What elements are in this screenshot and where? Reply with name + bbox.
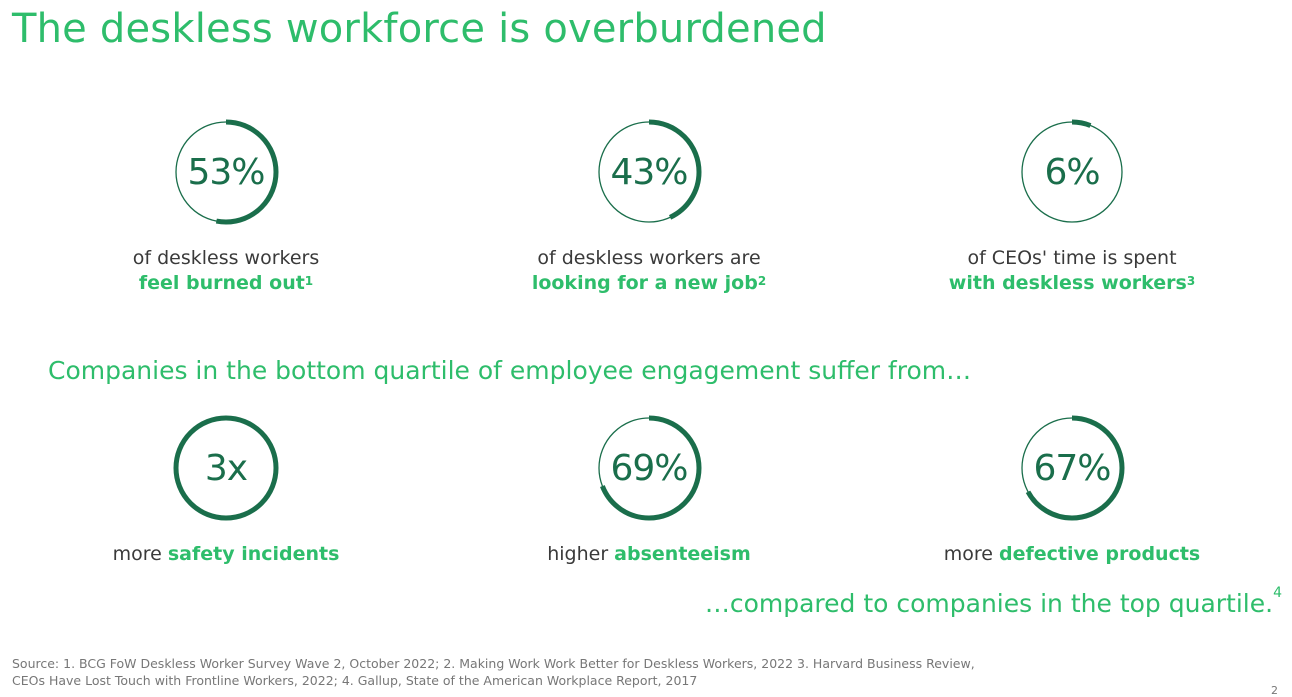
stat-highlight: defective products	[999, 543, 1201, 565]
stat-ceo-time: 6% of CEOs' time is spent with deskless …	[852, 118, 1292, 296]
stat-highlight: safety incidents	[167, 543, 340, 565]
ring-progress-arc	[173, 415, 279, 521]
footnote-marker: 1	[304, 274, 314, 288]
footnote-marker: 3	[1186, 274, 1196, 288]
progress-ring: 53%	[172, 118, 280, 226]
source-line: CEOs Have Lost Touch with Frontline Work…	[12, 673, 698, 688]
stat-value: 53%	[187, 151, 265, 193]
source-citation: Source: 1. BCG FoW Deskless Worker Surve…	[12, 655, 1112, 689]
stat-value: 69%	[610, 447, 688, 489]
stat-description: of deskless workers	[132, 247, 320, 269]
ring-progress-arc	[596, 415, 702, 521]
stat-defective-products: 67% more defective products	[852, 414, 1292, 567]
stat-highlight: with deskless workers3	[948, 272, 1196, 294]
section-subheading: Companies in the bottom quartile of empl…	[48, 356, 972, 385]
stat-value: 43%	[610, 151, 688, 193]
stat-description: higher absenteeism	[547, 543, 751, 565]
ring-progress-arc	[173, 119, 279, 225]
ring-graphic	[596, 119, 702, 225]
stat-description: of deskless workers are	[537, 247, 761, 269]
stat-highlight: absenteeism	[614, 543, 751, 565]
page-number: 2	[1271, 684, 1278, 697]
stat-description: of CEOs' time is spent	[967, 247, 1177, 269]
stat-safety-incidents: 3x more safety incidents	[6, 414, 446, 567]
ring-progress-arc	[1019, 119, 1125, 225]
page-title: The deskless workforce is overburdened	[12, 6, 827, 52]
stat-highlight: feel burned out1	[138, 272, 314, 294]
ring-progress-arc	[1019, 415, 1125, 521]
stat-value: 67%	[1033, 447, 1111, 489]
progress-ring: 3x	[172, 414, 280, 522]
stat-highlight: looking for a new job2	[531, 272, 767, 294]
ring-graphic	[1019, 415, 1125, 521]
footnote-marker: 4	[1273, 585, 1282, 601]
ring-graphic	[596, 415, 702, 521]
comparison-note: …compared to companies in the top quarti…	[704, 585, 1282, 618]
stat-description: more defective products	[943, 543, 1201, 565]
stat-value: 6%	[1044, 151, 1100, 193]
progress-ring: 6%	[1018, 118, 1126, 226]
footnote-marker: 2	[757, 274, 767, 288]
stat-value: 3x	[204, 447, 248, 489]
stat-job-seeking: 43% of deskless workers are looking for …	[429, 118, 869, 296]
ring-graphic	[173, 119, 279, 225]
source-line: Source: 1. BCG FoW Deskless Worker Surve…	[12, 656, 975, 671]
ring-progress-arc	[596, 119, 702, 225]
ring-graphic	[1019, 119, 1125, 225]
progress-ring: 43%	[595, 118, 703, 226]
progress-ring: 67%	[1018, 414, 1126, 522]
stat-description: more safety incidents	[112, 543, 340, 565]
progress-ring: 69%	[595, 414, 703, 522]
stat-absenteeism: 69% higher absenteeism	[429, 414, 869, 567]
stat-burned-out: 53% of deskless workers feel burned out1	[6, 118, 446, 296]
ring-graphic	[173, 415, 279, 521]
